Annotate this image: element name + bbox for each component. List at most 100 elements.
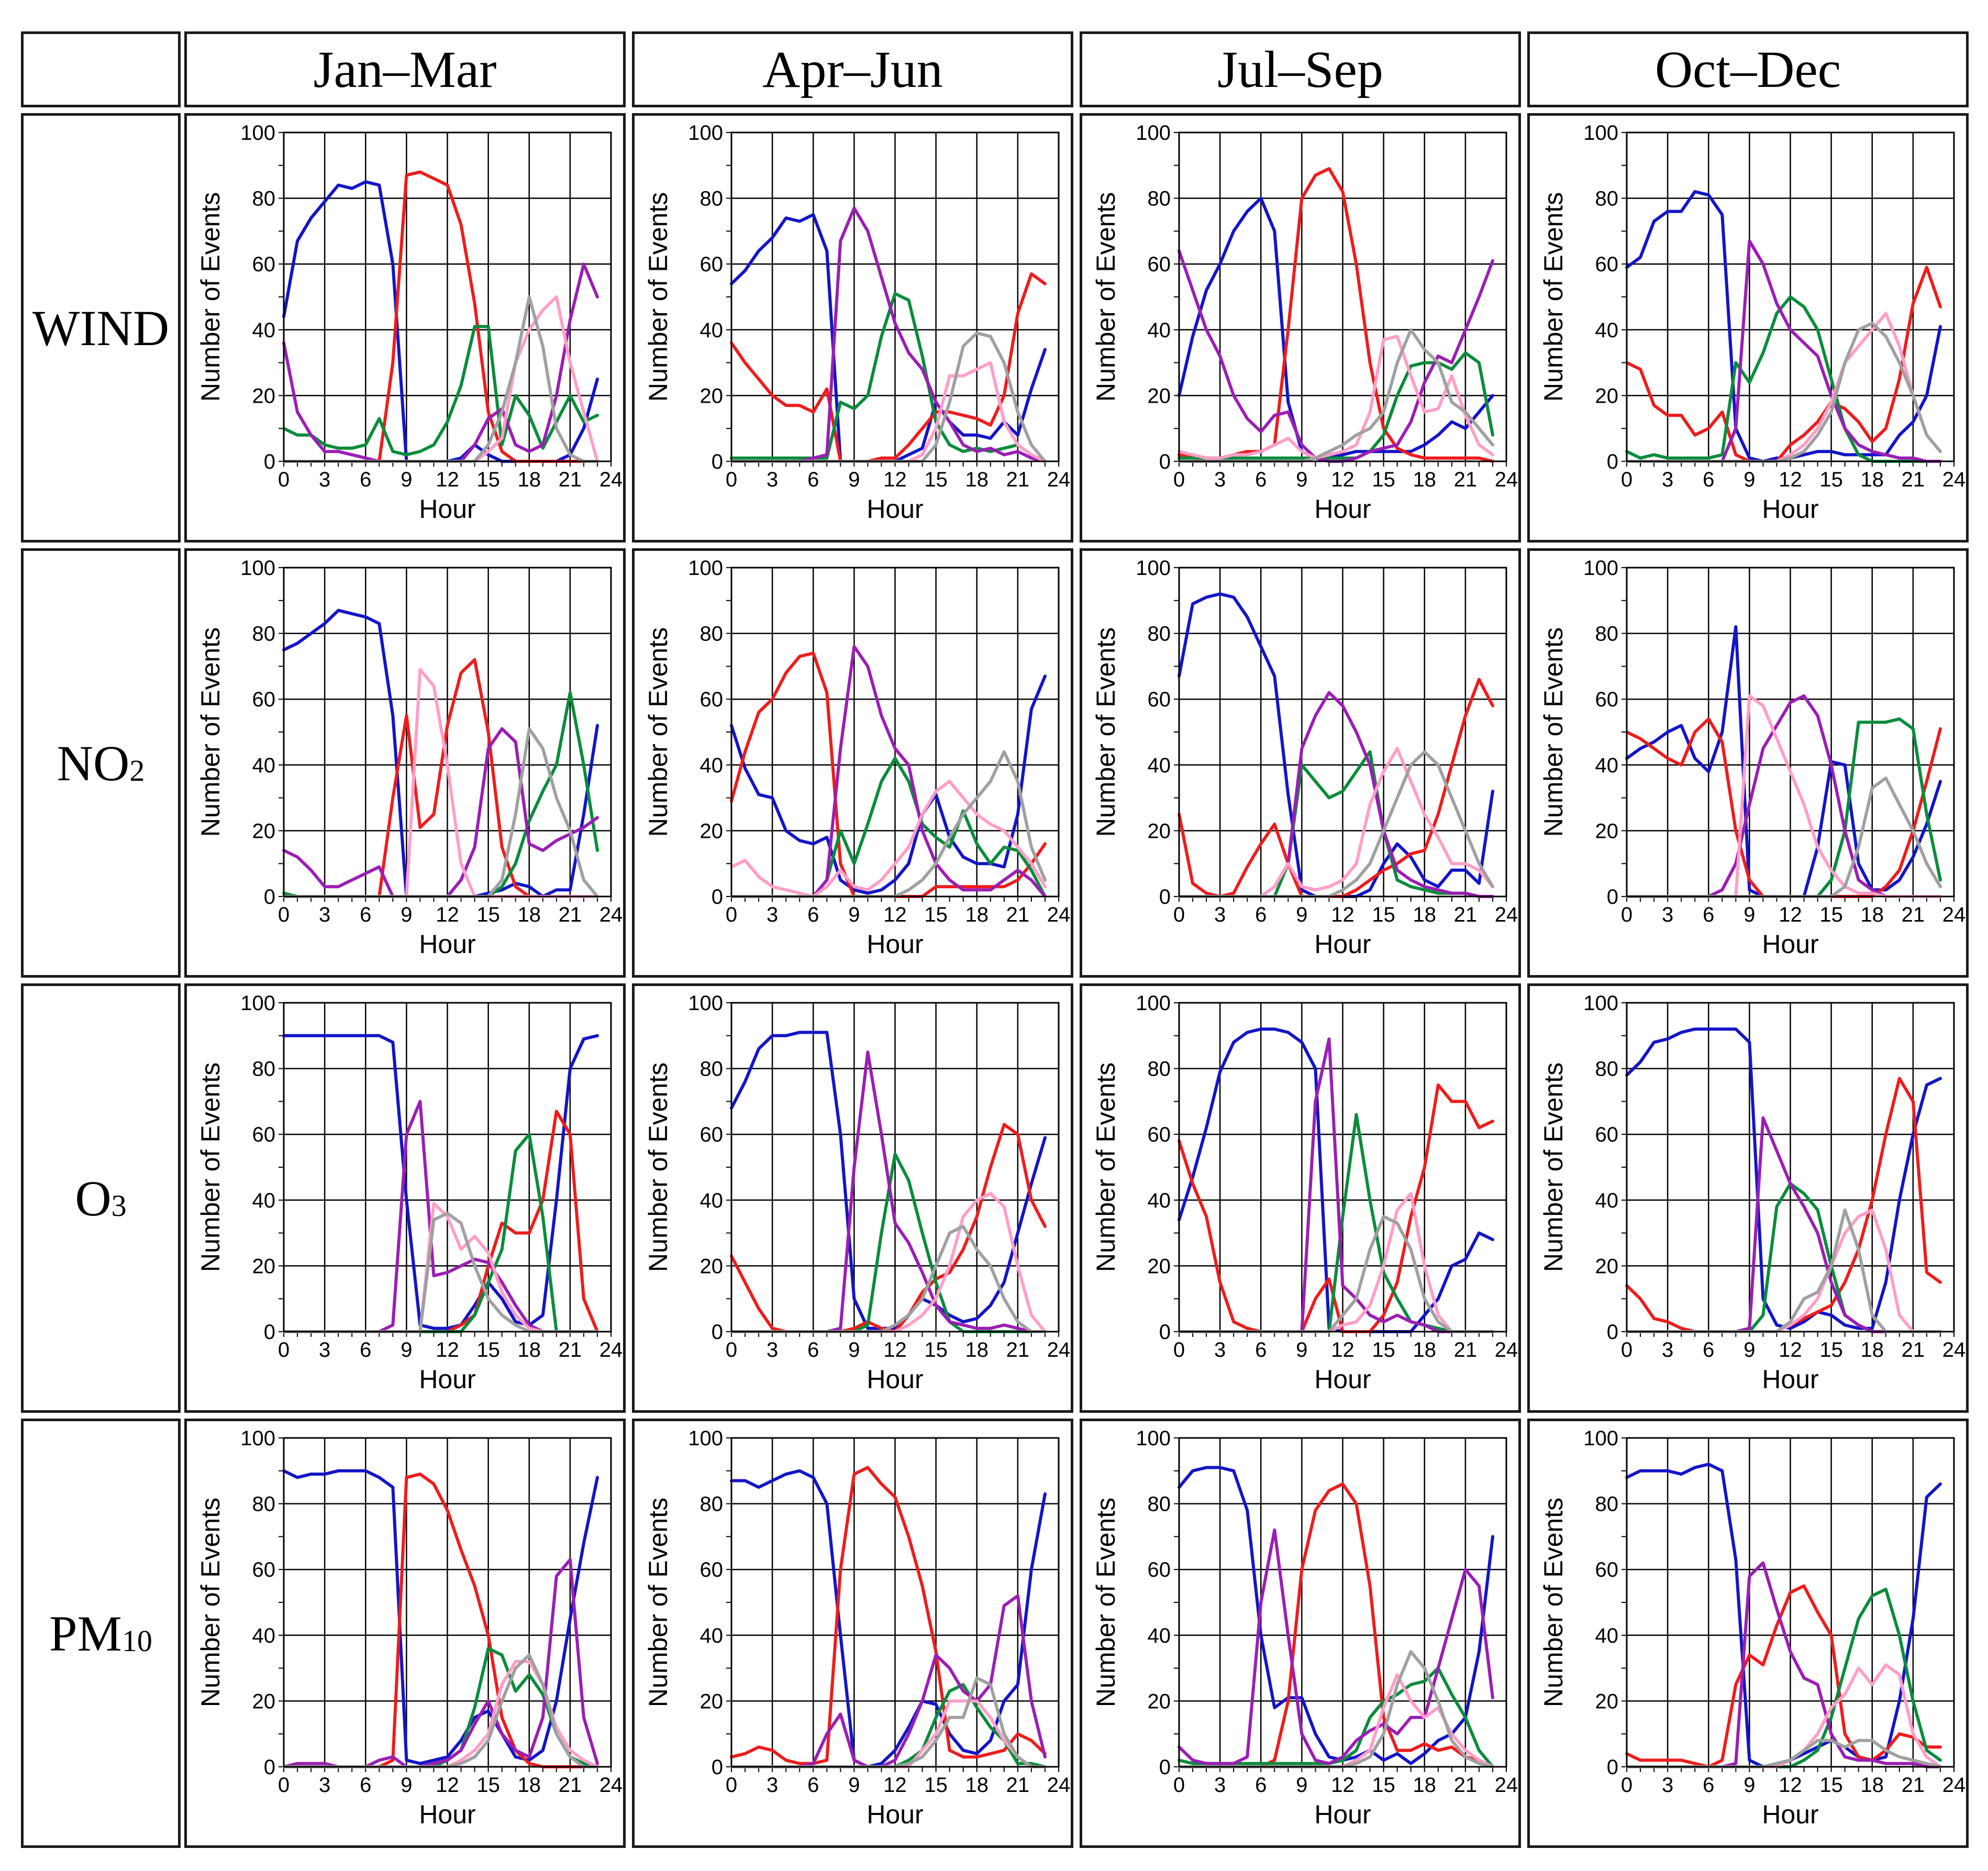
- chart-cell: 0 3 6 9 12 15 18 21 24 0 20 40 60 80 100 Hour Number of …: [1080, 113, 1521, 543]
- y-tick-label: 0: [264, 885, 275, 909]
- chart-cell: 0 3 6 9 12 15 18 21 24 0 20 40 60 80 100 Hour Number of …: [184, 983, 626, 1413]
- x-tick-label: 24: [1942, 1338, 1966, 1361]
- y-tick-label: 20: [1595, 1690, 1619, 1713]
- y-tick-label: 20: [1595, 1255, 1619, 1278]
- y-tick-label: 40: [1148, 1189, 1171, 1212]
- x-tick-label: 9: [401, 903, 412, 926]
- x-tick-label: 6: [1255, 1338, 1267, 1361]
- y-axis-label: Number of Events: [643, 1062, 673, 1272]
- y-tick-label: 40: [1148, 319, 1171, 342]
- x-tick-label: 15: [1372, 903, 1395, 926]
- y-tick-label: 20: [1148, 820, 1171, 843]
- x-tick-label: 3: [1662, 1774, 1673, 1797]
- x-axis-label: Hour: [867, 494, 923, 524]
- x-tick-label: 3: [1214, 1338, 1226, 1361]
- y-tick-label: 60: [1595, 1123, 1619, 1146]
- line-chart: 0 3 6 9 12 15 18 21 24 0 20 40 60 80 100 Hour Number of …: [1091, 121, 1518, 524]
- plot-frame: [1178, 1437, 1507, 1768]
- x-axis-label: Hour: [1314, 494, 1371, 524]
- x-tick-label: 15: [1819, 903, 1843, 926]
- x-tick-label: 12: [883, 468, 907, 491]
- line-chart: 0 3 6 9 12 15 18 21 24 0 20 40 60 80 100 Hour Number of …: [1539, 557, 1965, 959]
- x-tick-label: 21: [559, 1338, 582, 1361]
- line-chart: 0 3 6 9 12 15 18 21 24 0 20 40 60 80 100 Hour Number of …: [643, 992, 1070, 1394]
- y-tick-label: 60: [1148, 688, 1171, 711]
- x-tick-label: 24: [1047, 1774, 1071, 1797]
- y-tick-label: 0: [1607, 1756, 1618, 1779]
- y-tick-label: 80: [1595, 623, 1619, 646]
- y-tick-label: 20: [252, 1690, 276, 1713]
- y-tick-label: 60: [1595, 253, 1619, 276]
- y-tick-label: 100: [240, 557, 275, 580]
- y-tick-label: 60: [700, 1123, 724, 1146]
- column-header-label: Oct–Dec: [1654, 40, 1841, 98]
- y-tick-label: 20: [1595, 820, 1619, 843]
- y-tick-label: 60: [1148, 1123, 1171, 1146]
- plot-frame: [283, 131, 612, 462]
- y-tick-label: 20: [1595, 384, 1619, 407]
- series-line-blue: [730, 1469, 1047, 1768]
- y-tick-label: 40: [700, 754, 724, 777]
- y-axis-label: Number of Events: [1539, 1062, 1568, 1272]
- x-tick-label: 0: [278, 468, 290, 491]
- y-tick-label: 100: [1136, 557, 1171, 580]
- y-tick-label: 60: [700, 688, 724, 711]
- x-tick-label: 24: [1495, 903, 1518, 926]
- x-tick-label: 6: [807, 903, 819, 926]
- x-tick-label: 3: [1662, 903, 1673, 926]
- line-chart: 0 3 6 9 12 15 18 21 24 0 20 40 60 80 100 Hour Number of …: [1091, 557, 1518, 959]
- y-tick-label: 40: [1148, 1624, 1171, 1647]
- x-tick-label: 3: [319, 1338, 330, 1361]
- x-tick-label: 9: [848, 1774, 860, 1797]
- x-tick-label: 21: [1902, 1338, 1925, 1361]
- x-tick-label: 15: [924, 468, 948, 491]
- x-tick-label: 24: [1495, 1774, 1518, 1797]
- x-tick-label: 9: [1743, 1774, 1755, 1797]
- x-tick-label: 12: [436, 468, 459, 491]
- x-tick-label: 18: [965, 1774, 989, 1797]
- x-tick-label: 18: [1861, 1338, 1884, 1361]
- y-axis-label: Number of Events: [196, 627, 225, 837]
- y-axis-label: Number of Events: [1539, 627, 1568, 837]
- y-tick-label: 80: [700, 1058, 724, 1081]
- plot-frame: [730, 567, 1060, 898]
- x-tick-label: 21: [1454, 1338, 1478, 1361]
- y-tick-label: 0: [1607, 885, 1618, 909]
- x-tick-label: 15: [1372, 468, 1395, 491]
- x-tick-label: 21: [1454, 903, 1478, 926]
- series-line-blue: [282, 1469, 599, 1765]
- x-tick-label: 0: [1621, 1774, 1632, 1797]
- y-tick-label: 60: [1595, 1558, 1619, 1581]
- x-tick-label: 24: [599, 903, 623, 926]
- y-tick-label: 80: [700, 187, 724, 211]
- y-tick-label: 40: [252, 1189, 276, 1212]
- x-tick-label: 6: [360, 903, 371, 926]
- y-tick-label: 20: [700, 1255, 724, 1278]
- x-tick-label: 3: [319, 903, 330, 926]
- row-label-no2: NO 2: [21, 548, 181, 978]
- row-label-text: WIND: [32, 300, 170, 356]
- x-tick-label: 24: [1942, 1774, 1966, 1797]
- x-tick-label: 21: [559, 1774, 582, 1797]
- y-axis-label: Number of Events: [1539, 192, 1568, 402]
- y-tick-label: 100: [1136, 1427, 1171, 1450]
- x-tick-label: 6: [1255, 1774, 1267, 1797]
- series-line-red: [1178, 1083, 1494, 1333]
- x-tick-label: 12: [1779, 903, 1802, 926]
- row-label-text: O: [75, 1170, 112, 1226]
- plot-frame: [730, 1002, 1060, 1333]
- series-line-pink: [730, 780, 1047, 898]
- y-tick-label: 60: [700, 253, 724, 276]
- series-line-red: [730, 1466, 1047, 1765]
- y-tick-label: 20: [1148, 384, 1171, 407]
- y-tick-label: 20: [252, 384, 276, 407]
- column-header-label: Apr–Jun: [762, 40, 943, 98]
- y-tick-label: 100: [688, 121, 723, 145]
- y-tick-label: 60: [252, 1123, 276, 1146]
- x-tick-label: 18: [1413, 1338, 1437, 1361]
- x-tick-label: 12: [883, 903, 907, 926]
- y-tick-label: 40: [1595, 319, 1619, 342]
- y-tick-label: 40: [700, 1189, 724, 1212]
- plot-frame: [730, 1437, 1060, 1768]
- line-chart: 0 3 6 9 12 15 18 21 24 0 20 40 60 80 100 Hour Number of …: [643, 121, 1070, 524]
